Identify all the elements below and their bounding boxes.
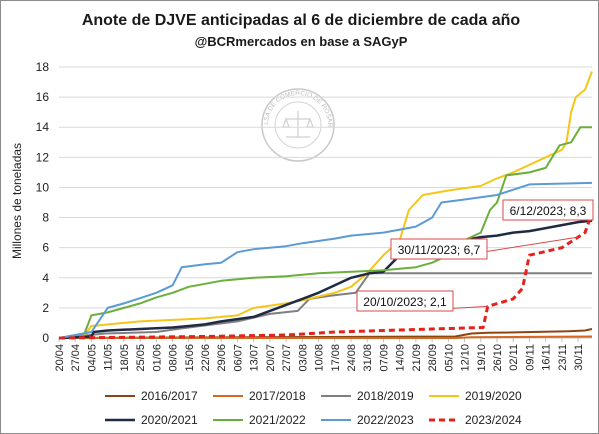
x-tick-label: 19/10 <box>476 344 488 372</box>
annotations: 6/12/2023; 8,3 30/11/2023; 6,7 20/10/2023;… <box>356 199 594 312</box>
gridlines <box>59 66 592 309</box>
x-tick-label: 07/09 <box>378 344 390 372</box>
y-tick-label: 2 <box>42 301 49 315</box>
annotation-label: 20/10/2023; 2,1 <box>363 295 447 309</box>
legend-item: 2019/2020 <box>465 389 522 403</box>
series-line-2020-2021 <box>58 219 593 340</box>
seal-outer-ring <box>261 88 335 162</box>
scales-icon <box>282 111 314 138</box>
x-tick-label: 05/10 <box>443 344 455 372</box>
x-tick-label: 04/05 <box>86 344 98 372</box>
x-tick-label: 27/07 <box>281 344 293 372</box>
chart-title: Anote de DJVE anticipadas al 6 de diciem… <box>82 12 521 29</box>
y-tick-label: 16 <box>36 90 50 104</box>
x-tick-label: 23/11 <box>557 344 569 371</box>
y-tick-label: 10 <box>36 180 50 194</box>
x-tick-label: 20/07 <box>265 344 277 372</box>
x-tick-label: 02/11 <box>508 344 520 371</box>
x-tick-label: 15/06 <box>184 344 196 372</box>
legend: 2016/2017 2017/2018 2018/2019 2019/2020 2020… <box>105 389 522 427</box>
x-tick-label: 17/08 <box>330 344 342 372</box>
y-tick-label: 4 <box>42 271 49 285</box>
annotation-box <box>390 238 488 260</box>
x-tick-label: 24/08 <box>346 344 358 372</box>
series-line-2018-2019 <box>58 272 592 339</box>
x-tick-label: 28/09 <box>427 344 439 372</box>
x-axis-ticks: 20/04 27/04 04/05 11/05 18/05 25/05 01/06 08/06… <box>54 338 585 372</box>
series-line-2017-2018 <box>59 335 593 339</box>
annotation-box <box>356 290 454 312</box>
x-tick-label: 09/11 <box>524 344 536 371</box>
series-line-2022-2023 <box>58 181 593 339</box>
y-tick-label: 18 <box>36 60 50 74</box>
x-tick-label: 06/07 <box>232 344 244 372</box>
y-axis-label: Millones de toneladas <box>10 143 24 259</box>
x-tick-label: 01/06 <box>151 344 163 372</box>
annotation-label: 6/12/2023; 8,3 <box>510 204 587 218</box>
x-tick-label: 14/09 <box>395 344 407 372</box>
x-tick-label: 26/10 <box>492 344 504 372</box>
y-axis-ticks: 0 2 4 6 8 10 12 14 16 18 <box>36 60 50 345</box>
x-tick-label: 30/11 <box>573 344 585 371</box>
seal-inner-ring <box>274 101 322 149</box>
y-tick-label: 14 <box>36 120 50 134</box>
y-tick-label: 8 <box>42 211 49 225</box>
x-tick-label: 10/08 <box>314 344 326 372</box>
series-line-2016-2017 <box>58 328 593 339</box>
x-tick-label: 21/09 <box>411 344 423 372</box>
annotation-label: 30/11/2023; 6,7 <box>398 243 481 257</box>
x-tick-label: 31/08 <box>362 344 374 372</box>
y-tick-label: 6 <box>42 241 49 255</box>
x-tick-label: 13/07 <box>249 344 261 372</box>
x-tick-label: 16/11 <box>541 344 553 371</box>
y-tick-label: 12 <box>36 150 50 164</box>
annotation-box <box>502 199 594 221</box>
x-tick-label: 18/05 <box>119 344 131 372</box>
x-tick-label: 11/05 <box>103 344 115 371</box>
x-tick-label: 22/06 <box>200 344 212 372</box>
legend-item: 2022/2023 <box>357 413 414 427</box>
legend-item: 2020/2021 <box>141 413 198 427</box>
series-line-2021-2022 <box>58 126 592 339</box>
legend-item: 2023/2024 <box>465 413 522 427</box>
x-tick-label: 25/05 <box>135 344 147 372</box>
legend-item: 2018/2019 <box>357 389 414 403</box>
x-tick-label: 12/10 <box>460 344 472 372</box>
x-tick-label: 29/06 <box>216 344 228 372</box>
x-tick-label: 03/08 <box>297 344 309 372</box>
legend-item: 2021/2022 <box>249 413 306 427</box>
x-tick-label: 27/04 <box>70 344 82 372</box>
legend-item: 2016/2017 <box>141 389 198 403</box>
y-tick-label: 0 <box>42 331 49 345</box>
x-tick-label: 08/06 <box>168 344 180 372</box>
x-tick-label: 20/04 <box>54 344 66 372</box>
legend-item: 2017/2018 <box>249 389 306 403</box>
chart-subtitle: @BCRmercados en base a SAGyP <box>195 34 408 49</box>
